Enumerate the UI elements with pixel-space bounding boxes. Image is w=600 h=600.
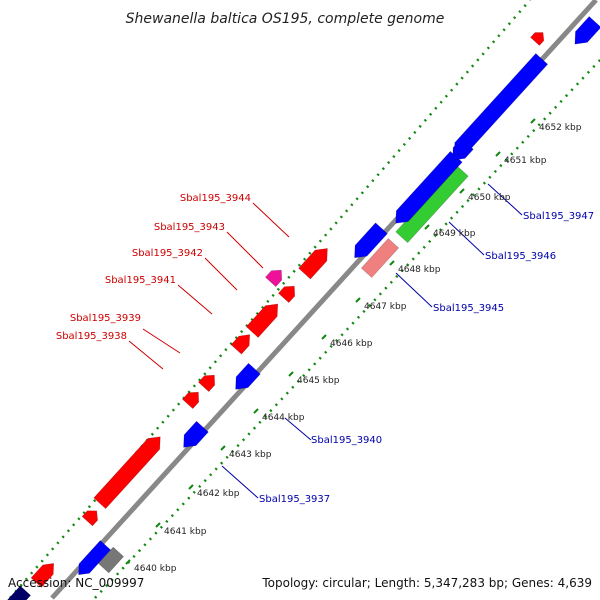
scale-tick <box>495 151 501 157</box>
gene-arrow-shape <box>97 546 125 574</box>
gene-label-forward: Sbal195_3942 <box>132 248 203 259</box>
genome-title: Shewanella baltica OS195, complete genom… <box>126 11 445 27</box>
scale-tick <box>188 484 194 490</box>
scale-labels: 4640 kbp 4641 kbp 4642 kbp 4643 kbp 4644 kbp… <box>134 123 582 574</box>
dotted-tracks <box>9 0 600 599</box>
leader-line <box>142 328 181 354</box>
gene-arrow-shape <box>0 585 32 600</box>
gene-arrow <box>265 269 283 288</box>
scale-label: 4642 kbp <box>197 489 240 499</box>
gene-arrow-shape <box>78 540 112 576</box>
gene-arrow <box>0 585 32 600</box>
gene-arrow-shape <box>265 269 283 288</box>
gene-arrow <box>453 53 549 156</box>
scale-tick <box>125 559 131 565</box>
gene-arrow-shape <box>453 53 549 156</box>
leader-line <box>177 284 213 315</box>
gene-arrow <box>81 510 98 527</box>
gene-arrow <box>574 16 600 45</box>
gene-leader-lines <box>128 183 523 499</box>
gene-arrow <box>198 374 216 393</box>
gene-arrow <box>530 32 545 46</box>
gene-arrow <box>278 285 296 304</box>
gene-arrow-shape <box>530 32 545 46</box>
gene-arrow-shape <box>298 248 328 280</box>
scale-tick <box>155 522 161 528</box>
gene-arrow <box>30 563 55 588</box>
gene-arrow <box>360 238 400 278</box>
leader-line <box>487 183 523 216</box>
scale-label: 4650 kbp <box>468 193 511 203</box>
gene-arrow-shape <box>93 436 161 510</box>
leader-line <box>284 417 312 441</box>
gene-arrow <box>298 248 328 280</box>
gene-arrow <box>182 391 200 410</box>
leader-line <box>204 257 238 291</box>
scale-label: 4644 kbp <box>262 413 305 423</box>
scale-tick <box>389 260 395 266</box>
gene-arrow-shape <box>574 16 600 45</box>
gene-label-reverse: Sbal195_3946 <box>485 251 556 262</box>
scale-tick <box>355 297 361 303</box>
gene-label-reverse: Sbal195_3937 <box>259 494 330 505</box>
gene-arrow <box>245 303 279 338</box>
scale-tick <box>321 334 327 340</box>
gene-arrow-shape <box>235 362 261 390</box>
scale-tick <box>459 188 465 194</box>
leader-line <box>252 202 290 238</box>
gene-arrow-shape <box>245 303 279 338</box>
scale-label: 4640 kbp <box>134 564 177 574</box>
gene-arrow <box>235 362 261 390</box>
scale-tick <box>530 118 536 124</box>
scale-label: 4649 kbp <box>433 229 476 239</box>
gene-arrow-shape <box>183 420 209 448</box>
scale-label: 4643 kbp <box>229 450 272 460</box>
gene-arrow-shape <box>198 374 216 393</box>
scale-label: 4651 kbp <box>504 156 547 166</box>
leader-line <box>128 340 164 370</box>
gene-label-forward: Sbal195_3943 <box>154 222 225 233</box>
scale-tick <box>288 371 294 377</box>
gene-arrow <box>183 420 209 448</box>
gene-label-forward: Sbal195_3944 <box>180 193 251 204</box>
gene-arrow-shape <box>182 391 200 410</box>
gene-label-reverse: Sbal195_3947 <box>523 211 594 222</box>
accession-label: Accession: NC_009997 <box>8 576 144 590</box>
scale-tick <box>220 445 226 451</box>
inner-dotted-track <box>94 59 600 599</box>
gene-label-forward: Sbal195_3938 <box>56 331 127 342</box>
gene-label-forward: Sbal195_3939 <box>70 313 141 324</box>
scale-label: 4652 kbp <box>539 123 582 133</box>
gene-arrow-shape <box>278 285 296 304</box>
gene-labels: Sbal195_3938 Sbal195_3939 Sbal195_3941 Sbal… <box>56 193 594 505</box>
scale-label: 4648 kbp <box>398 265 441 275</box>
gene-arrow <box>93 436 161 510</box>
gene-arrow <box>230 334 251 355</box>
scale-tick <box>424 224 430 230</box>
gene-arrow <box>354 222 388 259</box>
scale-label: 4645 kbp <box>297 376 340 386</box>
scale-label: 4647 kbp <box>364 302 407 312</box>
gene-label-forward: Sbal195_3941 <box>105 275 176 286</box>
scale-ticks <box>125 118 536 565</box>
gene-arrow-shape <box>230 334 251 355</box>
scale-label: 4641 kbp <box>164 527 207 537</box>
gene-arrow <box>78 540 112 576</box>
leader-line <box>221 465 259 499</box>
leader-line <box>226 231 264 269</box>
gene-arrow-shape <box>30 563 55 588</box>
gene-arrow-shape <box>81 510 98 527</box>
gene-arrow-shape <box>354 222 388 259</box>
gene-features <box>0 16 600 600</box>
leader-line <box>395 272 433 308</box>
leader-line <box>448 221 485 256</box>
gene-label-reverse: Sbal195_3945 <box>433 303 504 314</box>
gene-label-reverse: Sbal195_3940 <box>311 435 382 446</box>
scale-tick <box>253 408 259 414</box>
gene-arrow-shape <box>360 238 400 278</box>
scale-label: 4646 kbp <box>330 339 373 349</box>
genome-summary-label: Topology: circular; Length: 5,347,283 bp… <box>261 576 592 590</box>
gene-arrow <box>97 546 125 574</box>
